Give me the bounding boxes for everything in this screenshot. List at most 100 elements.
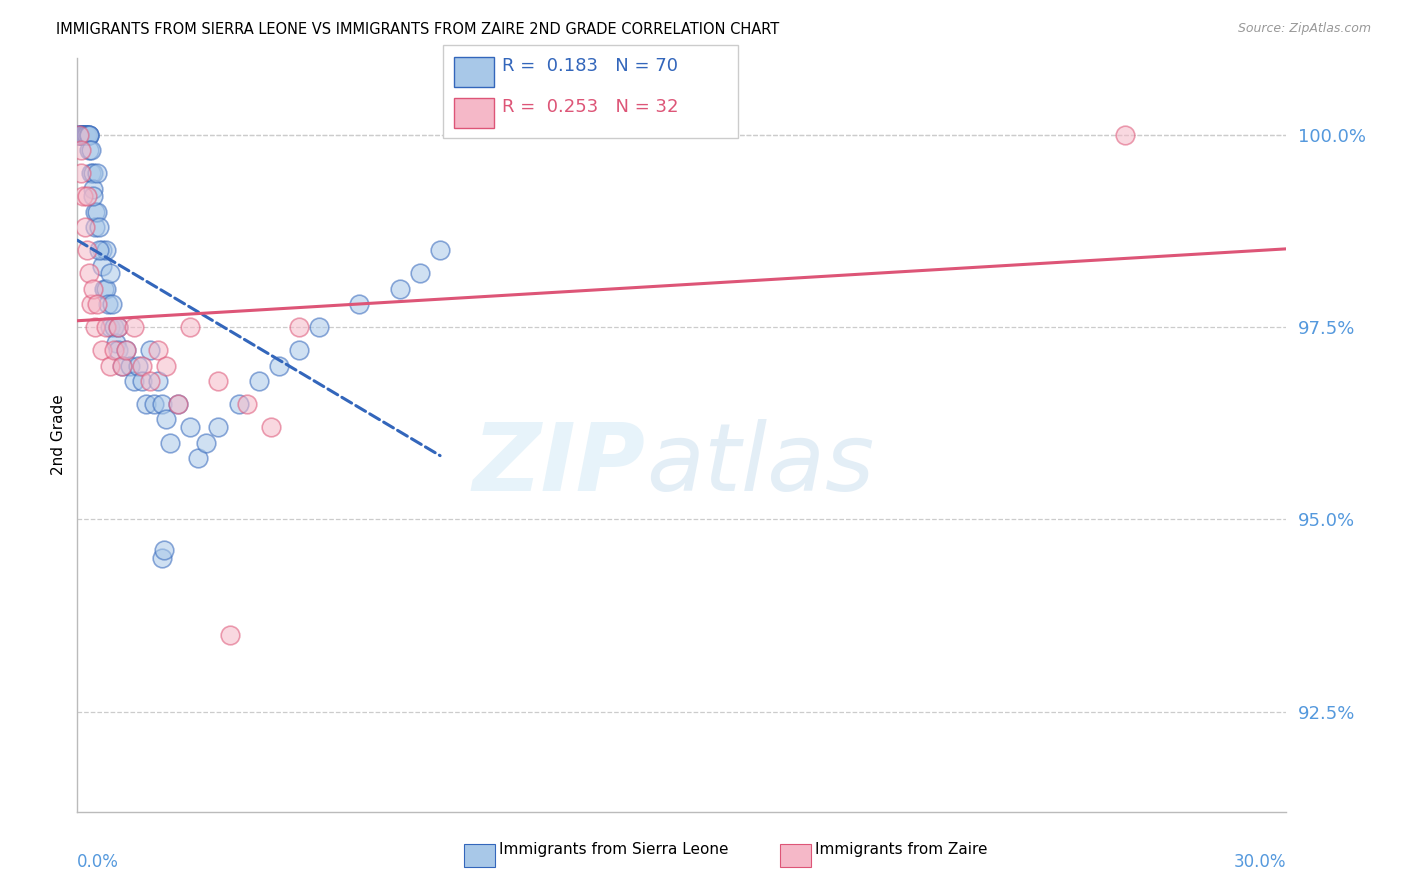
Point: [111, 359, 134, 373]
Point: [80, 297, 103, 311]
Point: [122, 320, 145, 334]
Point: [90, 259, 112, 273]
Point: [76, 128, 98, 142]
Point: [207, 374, 229, 388]
Point: [104, 335, 127, 350]
Point: [153, 543, 176, 558]
Point: [288, 343, 311, 358]
Point: [89, 244, 111, 258]
Point: [429, 244, 451, 258]
Point: [107, 343, 129, 358]
Point: [72, 128, 94, 142]
Point: [135, 397, 157, 411]
Y-axis label: 2nd Grade: 2nd Grade: [51, 394, 66, 475]
Point: [76, 128, 98, 142]
Point: [98, 320, 121, 334]
Text: Immigrants from Sierra Leone: Immigrants from Sierra Leone: [499, 842, 728, 857]
Point: [409, 266, 432, 280]
Point: [98, 266, 121, 280]
Point: [69, 143, 91, 157]
Point: [75, 128, 97, 142]
Point: [94, 244, 117, 258]
Point: [159, 435, 181, 450]
Text: 30.0%: 30.0%: [1234, 853, 1286, 871]
Point: [187, 450, 209, 465]
Point: [267, 359, 290, 373]
Point: [94, 320, 117, 334]
Point: [86, 204, 108, 219]
Point: [131, 359, 153, 373]
Point: [146, 374, 169, 388]
Point: [155, 359, 177, 373]
Point: [179, 320, 201, 334]
Point: [75, 128, 97, 142]
Point: [167, 397, 190, 411]
Point: [72, 189, 94, 203]
Point: [167, 397, 190, 411]
Point: [82, 166, 104, 180]
Point: [247, 374, 270, 388]
Point: [67, 128, 90, 142]
Text: R =  0.253   N = 32: R = 0.253 N = 32: [502, 98, 679, 116]
Point: [79, 128, 101, 142]
Point: [103, 320, 125, 334]
Point: [122, 374, 145, 388]
Point: [84, 204, 107, 219]
Point: [76, 189, 98, 203]
Point: [107, 320, 129, 334]
Point: [90, 343, 112, 358]
Point: [114, 343, 136, 358]
Point: [131, 374, 153, 388]
Point: [90, 244, 112, 258]
Point: [100, 297, 122, 311]
Point: [79, 266, 101, 280]
Point: [195, 435, 218, 450]
Point: [308, 320, 330, 334]
Point: [107, 320, 129, 334]
Point: [94, 282, 117, 296]
Point: [118, 359, 141, 373]
Point: [86, 297, 108, 311]
Point: [155, 412, 177, 426]
Point: [80, 143, 103, 157]
Point: [1114, 128, 1136, 142]
Point: [98, 359, 121, 373]
Point: [82, 182, 104, 196]
Point: [103, 343, 125, 358]
Point: [388, 282, 411, 296]
Point: [150, 397, 173, 411]
Point: [70, 128, 93, 142]
Text: Source: ZipAtlas.com: Source: ZipAtlas.com: [1237, 22, 1371, 36]
Point: [179, 420, 201, 434]
Point: [86, 166, 108, 180]
Point: [139, 343, 162, 358]
Point: [76, 244, 98, 258]
Text: Immigrants from Zaire: Immigrants from Zaire: [815, 842, 988, 857]
Text: 0.0%: 0.0%: [77, 853, 120, 871]
Point: [142, 397, 165, 411]
Point: [111, 359, 134, 373]
Point: [89, 220, 111, 235]
Point: [260, 420, 283, 434]
Point: [70, 166, 93, 180]
Point: [150, 550, 173, 565]
Point: [228, 397, 250, 411]
Point: [75, 128, 97, 142]
Point: [82, 282, 104, 296]
Point: [349, 297, 371, 311]
Point: [127, 359, 149, 373]
Point: [207, 420, 229, 434]
Point: [67, 128, 90, 142]
Point: [80, 166, 103, 180]
Point: [75, 220, 97, 235]
Point: [67, 128, 90, 142]
Point: [79, 128, 101, 142]
Point: [146, 343, 169, 358]
Point: [84, 320, 107, 334]
Point: [82, 189, 104, 203]
Point: [139, 374, 162, 388]
Point: [96, 297, 118, 311]
Text: IMMIGRANTS FROM SIERRA LEONE VS IMMIGRANTS FROM ZAIRE 2ND GRADE CORRELATION CHAR: IMMIGRANTS FROM SIERRA LEONE VS IMMIGRAN…: [56, 22, 779, 37]
Text: ZIP: ZIP: [472, 419, 645, 511]
Point: [219, 628, 242, 642]
